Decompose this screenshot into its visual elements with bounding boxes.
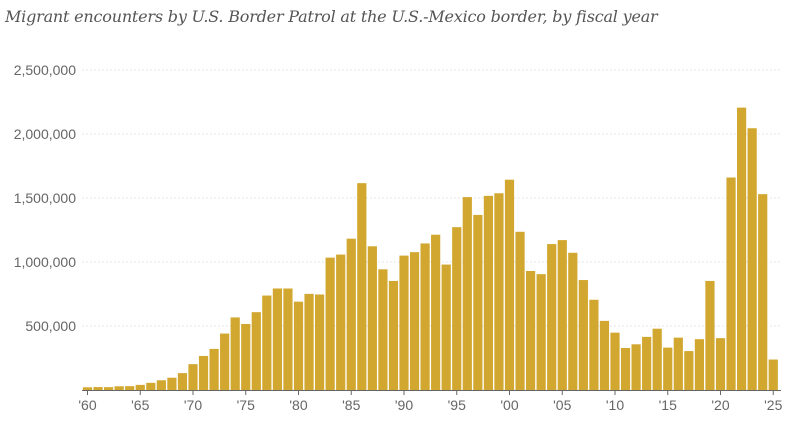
bar-1997 [473,214,483,390]
bar-1967 [156,380,166,390]
bar-1992 [420,243,430,390]
y-tick-label: 1,000,000 [14,254,76,270]
bar-2007 [578,280,588,390]
y-tick-label: 2,500,000 [14,62,76,78]
x-tick-label: '15 [659,397,677,413]
bar-2004 [547,244,557,390]
bar-2006 [568,252,578,390]
bar-2000 [504,179,515,390]
bar-1974 [230,317,240,390]
bar-1969 [177,373,188,390]
bar-1977 [262,295,272,390]
bar-1981 [304,293,314,390]
x-tick-label: '80 [289,397,307,413]
bar-1970 [188,364,198,390]
bar-1973 [220,333,230,390]
bar-2021 [726,177,736,390]
bar-1979 [283,288,293,390]
bar-1988 [378,269,388,390]
bar-2010 [610,332,620,390]
bar-1982 [315,294,325,390]
bar-2008 [589,299,599,390]
bar-1984 [336,254,346,390]
bar-2009 [599,320,610,390]
x-tick-label: '95 [448,397,466,413]
x-tick-label: '90 [395,397,413,413]
bar-1964 [125,386,135,390]
x-tick-label: '85 [342,397,360,413]
y-tick-label: 1,500,000 [14,190,76,206]
bar-2019 [705,280,715,390]
bar-1966 [146,382,156,390]
bar-2023 [747,128,757,391]
y-tick-label: 500,000 [25,318,76,334]
bar-1962 [104,387,114,390]
bar-1961 [93,387,103,390]
bar-1980 [293,301,304,390]
x-tick-label: '05 [553,397,571,413]
bar-1987 [367,246,377,390]
bar-2022 [737,107,747,390]
x-tick-label: '60 [78,397,96,413]
bar-1976 [251,312,261,390]
bar-2018 [694,339,704,390]
x-tick-label: '65 [131,397,149,413]
y-tick-label: 2,000,000 [14,126,76,142]
bar-1972 [209,348,219,390]
bar-1978 [272,288,282,390]
bar-1965 [135,384,145,390]
x-tick-label: '75 [237,397,255,413]
bar-1990 [399,255,409,390]
bar-2011 [620,348,631,390]
bar-1996 [462,197,472,390]
bar-1989 [388,280,399,390]
bar-1986 [357,183,367,390]
bar-2012 [631,344,641,390]
bar-1975 [241,323,251,390]
bar-2015 [663,347,673,390]
bar-1968 [167,377,177,390]
bar-2002 [526,270,536,390]
bar-2020 [715,338,726,390]
bar-1993 [431,234,441,390]
bar-2024 [758,194,768,390]
bar-1999 [494,193,504,390]
bar-1960 [82,387,93,390]
x-tick-label: '10 [606,397,624,413]
x-tick-label: '20 [711,397,729,413]
bar-2013 [642,336,652,390]
bar-1991 [409,252,420,390]
bar-1983 [325,257,335,390]
bar-2016 [673,337,683,390]
bar-2025 [768,359,778,390]
x-tick-label: '00 [500,397,518,413]
bar-2005 [557,240,567,390]
bar-1998 [483,195,493,390]
bar-1995 [452,227,462,390]
x-tick-label: '25 [764,397,782,413]
bar-1985 [346,238,356,390]
bar-1994 [441,264,451,390]
bar-2017 [684,351,694,390]
bar-1971 [198,355,209,390]
chart-title: Migrant encounters by U.S. Border Patrol… [5,7,658,26]
bar-1963 [114,386,124,390]
bar-2003 [536,274,546,390]
x-tick-label: '70 [184,397,202,413]
bar-2001 [515,231,525,390]
bar-2014 [652,328,662,390]
